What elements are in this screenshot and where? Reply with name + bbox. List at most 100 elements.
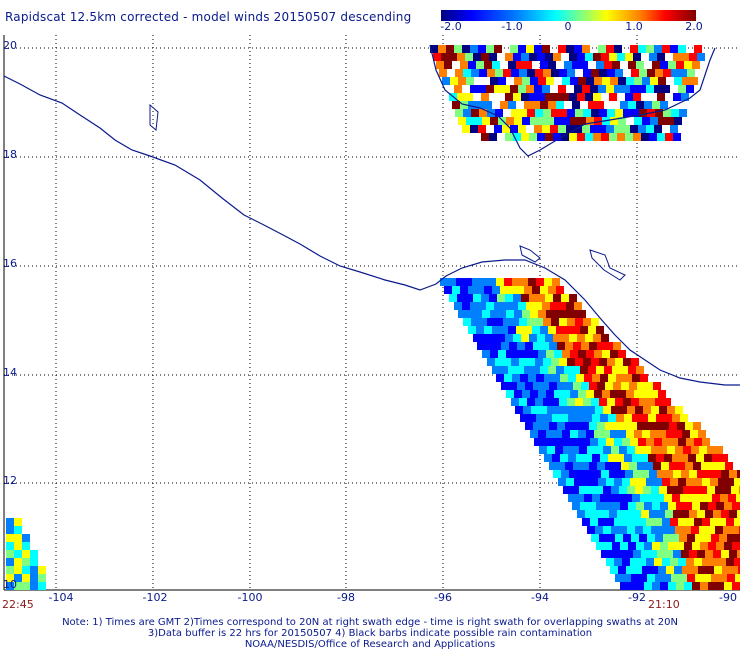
- wind-cell: [560, 374, 568, 382]
- wind-cell: [615, 574, 623, 582]
- wind-cell: [715, 486, 723, 494]
- wind-cell: [560, 454, 568, 462]
- wind-cell: [692, 502, 700, 510]
- wind-cell: [646, 125, 654, 133]
- wind-cell: [674, 117, 682, 125]
- wind-cell: [637, 382, 645, 390]
- wind-cell: [502, 302, 510, 310]
- wind-cell: [513, 133, 521, 141]
- wind-cell: [536, 374, 544, 382]
- wind-cell: [566, 478, 574, 486]
- wind-cell: [587, 526, 595, 534]
- wind-cell: [564, 366, 572, 374]
- wind-cell: [498, 310, 506, 318]
- wind-cell: [516, 61, 524, 69]
- wind-cell: [510, 302, 518, 310]
- wind-cell: [646, 518, 654, 526]
- wind-cell: [577, 93, 585, 101]
- wind-cell: [579, 406, 587, 414]
- wind-cell: [14, 534, 22, 542]
- wind-cell: [552, 414, 560, 422]
- wind-cell: [655, 398, 663, 406]
- wind-cell: [587, 446, 595, 454]
- wind-cell: [676, 61, 684, 69]
- wind-cell: [533, 382, 541, 390]
- wind-cell: [721, 550, 729, 558]
- wind-cell: [678, 438, 686, 446]
- wind-cell: [619, 406, 627, 414]
- wind-cell: [449, 294, 457, 302]
- wind-cell: [685, 462, 693, 470]
- wind-cell: [458, 117, 466, 125]
- wind-cell: [655, 574, 663, 582]
- wind-cell: [628, 366, 636, 374]
- wind-cell: [606, 558, 614, 566]
- wind-cell: [580, 326, 588, 334]
- wind-cell: [588, 326, 596, 334]
- wind-cell: [650, 430, 658, 438]
- wind-cell: [518, 45, 526, 53]
- wind-cell: [538, 350, 546, 358]
- wind-cell: [542, 438, 550, 446]
- wind-cell: [671, 534, 679, 542]
- wind-cell: [498, 117, 506, 125]
- wind-cell: [656, 414, 664, 422]
- wind-cell: [683, 446, 691, 454]
- wind-cell: [489, 294, 497, 302]
- wind-cell: [605, 462, 613, 470]
- wind-cell: [588, 502, 596, 510]
- wind-cell: [669, 422, 677, 430]
- wind-cell: [684, 61, 692, 69]
- wind-cell: [694, 558, 702, 566]
- wind-cell: [6, 558, 14, 566]
- wind-cell: [478, 45, 486, 53]
- wind-cell: [574, 302, 582, 310]
- wind-cell: [655, 534, 663, 542]
- wind-cell: [719, 534, 727, 542]
- wind-cell: [508, 286, 516, 294]
- wind-cell: [601, 550, 609, 558]
- wind-cell: [593, 93, 601, 101]
- wind-cell: [558, 438, 566, 446]
- wind-cell: [501, 342, 509, 350]
- wind-cell: [572, 61, 580, 69]
- wind-cell: [726, 518, 734, 526]
- wind-cell: [562, 310, 570, 318]
- wind-cell: [665, 133, 673, 141]
- wind-cell: [577, 334, 585, 342]
- wind-cell: [599, 534, 607, 542]
- wind-cell: [494, 125, 502, 133]
- wind-cell: [608, 374, 616, 382]
- wind-cell: [650, 117, 658, 125]
- wind-cell: [562, 77, 570, 85]
- wind-cell: [553, 53, 561, 61]
- wind-cell: [590, 85, 598, 93]
- wind-cell: [649, 550, 657, 558]
- wind-cell: [620, 502, 628, 510]
- wind-cell: [516, 286, 524, 294]
- wind-cell: [586, 390, 594, 398]
- wind-cell: [611, 486, 619, 494]
- wind-cell: [614, 125, 622, 133]
- wind-cell: [506, 117, 514, 125]
- wind-cell: [542, 125, 550, 133]
- wind-cell: [513, 334, 521, 342]
- wind-cell: [522, 390, 530, 398]
- wind-cell: [589, 462, 597, 470]
- wind-cell: [735, 534, 740, 542]
- wind-cell: [610, 430, 618, 438]
- wind-cell: [490, 77, 498, 85]
- wind-cell: [474, 310, 482, 318]
- wind-cell: [577, 53, 585, 61]
- wind-cell: [522, 77, 530, 85]
- wind-cell: [553, 334, 561, 342]
- wind-cell: [579, 486, 587, 494]
- wind-cell: [537, 334, 545, 342]
- wind-cell: [638, 478, 646, 486]
- wind-cell: [528, 414, 536, 422]
- wind-cell: [596, 542, 604, 550]
- wind-cell: [604, 502, 612, 510]
- wind-cell: [569, 53, 577, 61]
- wind-cell: [614, 45, 622, 53]
- wind-cell: [517, 342, 525, 350]
